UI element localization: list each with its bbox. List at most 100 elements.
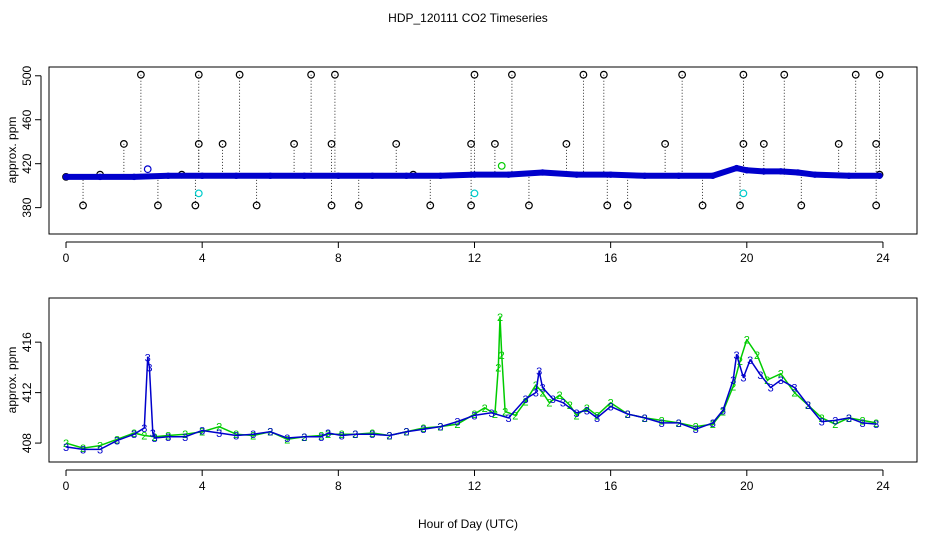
- series-3-point: 3: [369, 429, 375, 441]
- baseline-point: [573, 171, 580, 178]
- series-3-point: 3: [325, 428, 331, 440]
- baseline-point: [709, 172, 716, 179]
- baseline-line: [63, 165, 883, 180]
- raw-point: [562, 140, 571, 148]
- top-x-tick-label: 24: [876, 251, 890, 265]
- baseline-point: [62, 173, 70, 181]
- series-2-point: 2: [199, 427, 205, 439]
- series-3-point: 3: [747, 355, 753, 367]
- raw-point: [623, 201, 632, 210]
- series-2-point: 2: [659, 415, 665, 427]
- baseline-point: [369, 172, 376, 179]
- raw-point: [191, 201, 200, 210]
- series-3-point: 3: [284, 433, 290, 445]
- top-y-tick-label: 460: [20, 109, 34, 129]
- raw-point: [137, 70, 145, 79]
- series-2-point: 2: [352, 429, 358, 441]
- baseline-point: [777, 168, 785, 175]
- top-x-tick-label: 4: [199, 251, 206, 265]
- bottom-y-tick-label: 412: [20, 382, 34, 402]
- top-panel: 0 4 8 12 16 20 24 380 420 460 500 approx. ppm: [5, 65, 918, 265]
- baseline-point: [733, 164, 740, 172]
- raw-point: [851, 70, 860, 79]
- raw-point: [491, 140, 499, 148]
- series-3-point: 3: [151, 433, 157, 445]
- bottom-y-tick-label: 408: [20, 433, 34, 453]
- top-data-marks: [62, 70, 884, 210]
- series-3-point: 3: [734, 350, 740, 362]
- series-2-point: 2: [141, 431, 147, 443]
- series-2-point: 2: [522, 396, 528, 408]
- baseline-point: [811, 171, 819, 178]
- series-2-point: 2: [567, 400, 573, 412]
- series-3-point: 3: [791, 383, 797, 395]
- series-2-point: 2: [325, 429, 331, 441]
- baseline-point: [164, 172, 172, 179]
- series-3-point: 3: [131, 429, 137, 441]
- bottom-panel: 0 4 8 12 16 20 24 408 412 416 approx. ppm Hour o…: [5, 297, 918, 531]
- baseline-point: [96, 173, 104, 181]
- raw-point: [736, 201, 744, 210]
- bottom-x-tick-label: 8: [335, 479, 342, 493]
- series-3-point: 3: [318, 432, 324, 444]
- series-3-point: 3: [267, 427, 273, 439]
- bottom-x-axis: 0 4 8 12 16 20 24: [63, 469, 890, 493]
- series-2-point: 2: [625, 409, 631, 421]
- top-y-tick-label: 380: [20, 197, 34, 217]
- top-x-tick-label: 20: [740, 251, 754, 265]
- series-3-point: 3: [832, 415, 838, 427]
- bottom-y-tick-label: 416: [20, 332, 34, 352]
- series-2-point: 2: [846, 413, 852, 425]
- series-3-point: 3: [540, 383, 546, 395]
- raw-point: [119, 140, 128, 148]
- baseline-point: [403, 172, 410, 179]
- bottom-x-tick-label: 24: [876, 479, 890, 493]
- series-3-point: 3: [488, 408, 494, 420]
- baseline-point: [198, 172, 206, 179]
- top-x-axis: 0 4 8 12 16 20 24: [63, 241, 890, 265]
- top-y-axis: 380 420 460 500: [20, 65, 42, 218]
- series-3-point: 3: [437, 422, 443, 434]
- series-3-point: 3: [550, 394, 556, 406]
- series-3-point: 3: [710, 418, 716, 430]
- series-2-point: 2: [250, 431, 256, 443]
- series-3-point: 3: [625, 409, 631, 421]
- series-3-point: 3: [594, 413, 600, 425]
- top-plot-frame: [48, 66, 918, 235]
- series-3-point: 3: [80, 444, 86, 456]
- series-3-point: 3: [805, 400, 811, 412]
- series-3-point: 3: [608, 401, 614, 413]
- figure-title: HDP_120111 CO2 Timeseries: [388, 11, 548, 25]
- series-2-point: 2: [819, 413, 825, 425]
- bottom-x-axis-label: Hour of Day (UTC): [418, 517, 518, 531]
- series-2-point: 2: [710, 419, 716, 431]
- series-2-point: 2: [584, 403, 590, 415]
- series-2-point: 2: [301, 432, 307, 444]
- series-2-point: 2: [533, 380, 539, 392]
- series-3-point: 3: [859, 418, 865, 430]
- series-3-point: 3: [146, 362, 152, 374]
- series-2-point: 2: [764, 375, 770, 387]
- series-2-point: 2: [492, 409, 498, 421]
- series-3-point: 3: [301, 432, 307, 444]
- series-3-point: 3: [720, 405, 726, 417]
- series-2-point: 2: [693, 422, 699, 434]
- series-3-point: 3: [693, 424, 699, 436]
- series-2-line: [65, 316, 877, 449]
- raw-point: [331, 70, 339, 79]
- baseline-point: [301, 172, 308, 179]
- series-2-point: 2: [608, 398, 614, 410]
- series-3-point: 3: [533, 388, 539, 400]
- raw-point: [497, 161, 506, 170]
- series-3-point: 3: [352, 429, 358, 441]
- series-2-point: 2: [540, 388, 546, 400]
- raw-point: [79, 201, 87, 210]
- series-2-point: 2: [267, 427, 273, 439]
- series-3-point: 3: [740, 372, 746, 384]
- raw-point: [872, 201, 881, 210]
- series-2-point: 2: [737, 356, 743, 368]
- baseline-point: [845, 172, 853, 179]
- series-2-point: 2: [744, 335, 750, 347]
